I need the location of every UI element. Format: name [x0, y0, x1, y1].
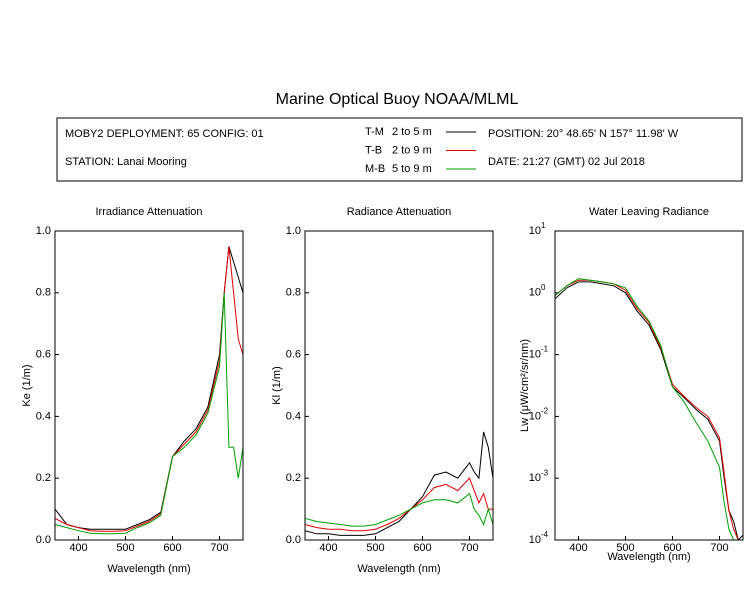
series-line — [305, 431, 493, 536]
y-tick-label: 0.8 — [36, 287, 51, 299]
series-line — [55, 246, 243, 532]
y-tick-label: 10 — [529, 287, 541, 299]
series-line — [555, 278, 743, 540]
info-box — [56, 117, 743, 182]
x-tick-label: 400 — [69, 542, 87, 554]
position: POSITION: 20° 48.65' N 157° 11.98' W — [488, 128, 679, 140]
x-tick-label: 500 — [366, 542, 384, 554]
y-tick-label: 0.6 — [286, 349, 301, 361]
y-tick-label: 0.2 — [286, 472, 301, 484]
y-tick-label: 1.0 — [36, 225, 51, 237]
plot-area — [555, 278, 743, 540]
x-tick-label: 700 — [710, 542, 728, 554]
x-tick-label: 700 — [460, 542, 478, 554]
panel-title: Radiance Attenuation — [347, 206, 452, 218]
plot-frame — [304, 230, 494, 541]
x-axis-label: Wavelength (nm) — [357, 563, 440, 575]
legend-depth: 2 to 9 m — [392, 144, 432, 156]
y-tick-exponent: -4 — [541, 530, 549, 539]
legend-name: T-B — [365, 144, 382, 156]
y-tick-label: 1.0 — [286, 225, 301, 237]
x-tick-label: 400 — [569, 542, 587, 554]
x-tick-label: 400 — [319, 542, 337, 554]
page-title: Marine Optical Buoy NOAA/MLML — [276, 91, 519, 108]
series-line — [55, 246, 243, 530]
series-line — [55, 292, 243, 535]
plot-area — [305, 431, 493, 536]
y-tick-label: 0.0 — [36, 534, 51, 546]
plot-frame — [554, 230, 744, 541]
legend-depth: 2 to 5 m — [392, 126, 432, 138]
y-tick-label: 0.0 — [286, 534, 301, 546]
y-axis-label: Lw (μW/cm²/sr/nm) — [519, 339, 531, 432]
x-axis-label: Wavelength (nm) — [607, 551, 690, 563]
x-tick-label: 600 — [163, 542, 181, 554]
x-tick-label: 500 — [616, 542, 634, 554]
y-tick-label: 10 — [529, 534, 541, 546]
legend-name: T-M — [365, 126, 384, 138]
y-tick-label: 0.4 — [36, 410, 51, 422]
y-tick-label: 0.6 — [36, 349, 51, 361]
x-axis-label: Wavelength (nm) — [107, 563, 190, 575]
y-tick-label: 10 — [529, 472, 541, 484]
x-tick-label: 600 — [413, 542, 431, 554]
y-tick-label: 10 — [529, 349, 541, 361]
series-line — [555, 279, 743, 540]
y-tick-exponent: 0 — [541, 283, 546, 292]
legend-depth: 5 to 9 m — [392, 163, 432, 175]
y-tick-exponent: -1 — [541, 345, 549, 354]
y-tick-label: 0.4 — [286, 410, 301, 422]
series-line — [305, 492, 493, 527]
date: DATE: 21:27 (GMT) 02 Jul 2018 — [488, 156, 645, 168]
y-tick-exponent: 1 — [541, 221, 546, 230]
x-tick-label: 600 — [663, 542, 681, 554]
y-tick-label: 0.8 — [286, 287, 301, 299]
y-tick-exponent: -2 — [541, 407, 549, 416]
panel-title: Water Leaving Radiance — [589, 206, 709, 218]
station: STATION: Lanai Mooring — [65, 156, 187, 168]
x-tick-label: 700 — [210, 542, 228, 554]
x-tick-label: 500 — [116, 542, 134, 554]
y-tick-exponent: -3 — [541, 468, 549, 477]
y-axis-label: Kl (1/m) — [271, 366, 283, 405]
plot-frame — [54, 230, 244, 541]
deployment: MOBY2 DEPLOYMENT: 65 CONFIG: 01 — [65, 128, 264, 140]
plot-area — [55, 246, 243, 535]
legend-name: M-B — [365, 163, 385, 175]
y-tick-label: 0.2 — [36, 472, 51, 484]
panel-title: Irradiance Attenuation — [95, 206, 202, 218]
y-tick-label: 10 — [529, 410, 541, 422]
series-line — [305, 477, 493, 532]
y-axis-label: Ke (1/m) — [21, 364, 33, 406]
y-tick-label: 10 — [529, 225, 541, 237]
